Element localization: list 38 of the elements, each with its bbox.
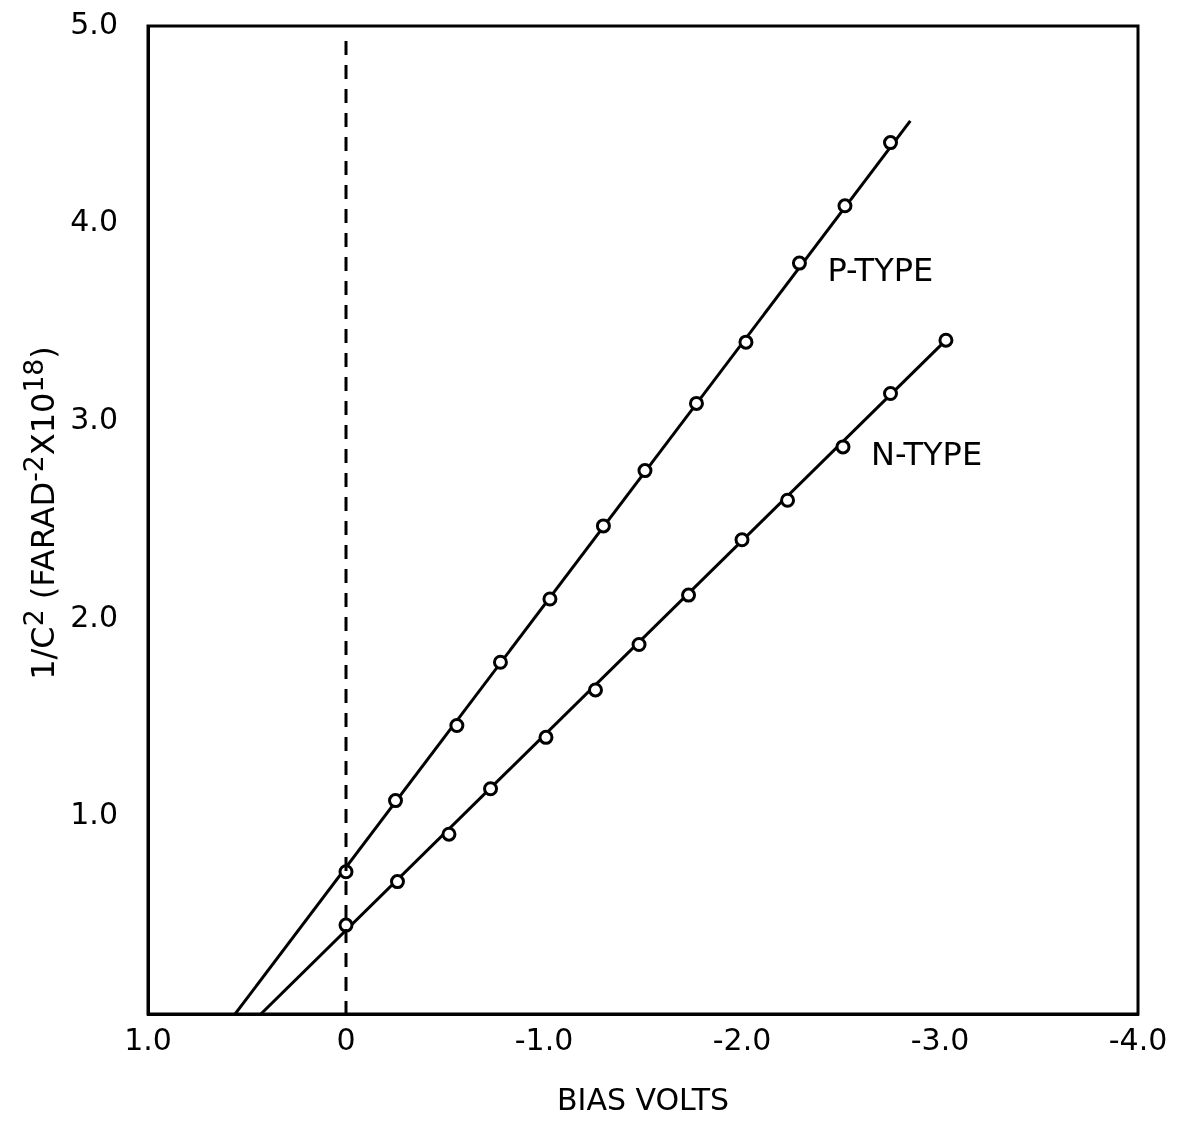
point — [837, 198, 853, 214]
x-tick-label: -1.0 — [514, 1021, 574, 1057]
point — [538, 729, 554, 745]
x-tick-label: -2.0 — [712, 1021, 772, 1057]
series-label: P-TYPE — [827, 251, 934, 290]
point — [734, 532, 750, 548]
point — [738, 334, 754, 350]
point — [483, 781, 499, 797]
x-tick-label: 0 — [336, 1021, 356, 1057]
y-tick-label: 5.0 — [70, 5, 118, 41]
y-tick-label: 3.0 — [70, 401, 118, 436]
point — [388, 793, 403, 809]
point — [338, 917, 354, 933]
point — [938, 332, 954, 348]
series-label: N-TYPE — [870, 435, 983, 474]
x-tick-label: -3.0 — [910, 1021, 970, 1057]
point — [587, 682, 603, 698]
point — [835, 439, 851, 455]
point — [449, 718, 465, 733]
point — [542, 591, 558, 607]
point — [780, 492, 796, 508]
point — [637, 463, 653, 479]
point — [883, 135, 898, 151]
point — [595, 518, 611, 534]
point — [389, 874, 405, 890]
point — [441, 826, 457, 842]
point — [492, 654, 508, 670]
x-tick-label: 1.0 — [124, 1021, 172, 1057]
y-tick-label: 4.0 — [70, 203, 118, 239]
x-axis-title: BIAS VOLTS — [556, 1081, 730, 1117]
y-tick-label: 1.0 — [70, 796, 118, 832]
point — [883, 386, 898, 402]
point — [681, 587, 697, 603]
point — [688, 395, 704, 411]
point — [791, 255, 807, 271]
x-tick-label: -4.0 — [1108, 1021, 1168, 1057]
y-tick-label: 2.0 — [70, 598, 118, 634]
point — [631, 636, 647, 652]
